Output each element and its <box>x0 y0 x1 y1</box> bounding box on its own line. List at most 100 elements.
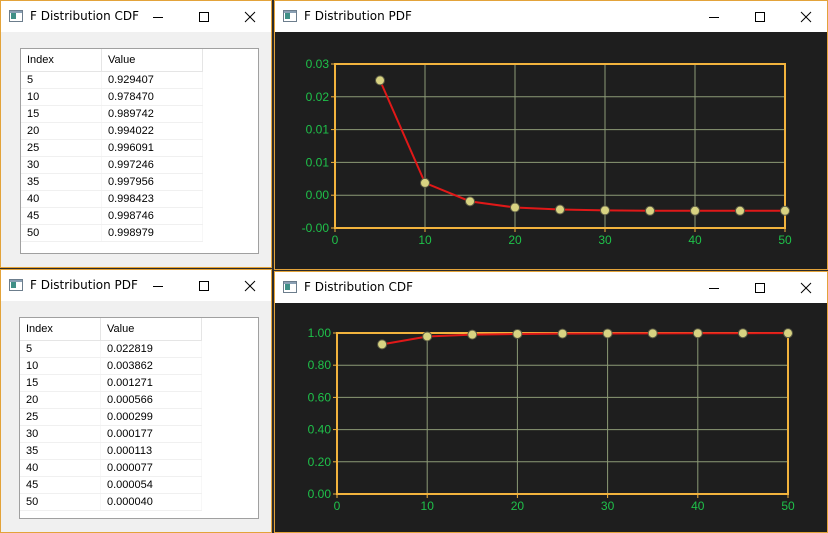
index-cell: 20 <box>20 391 101 409</box>
table-row[interactable]: 15 0.989742 <box>21 105 203 123</box>
data-point <box>600 205 610 216</box>
data-point <box>377 339 388 350</box>
x-tick-label: 40 <box>688 233 702 247</box>
window-title: F Distribution CDF <box>30 9 140 23</box>
title-bar[interactable]: F Distribution CDF <box>1 1 271 32</box>
y-tick-label: 0.01 <box>306 123 330 137</box>
index-cell: 35 <box>21 173 102 191</box>
x-tick-label: 50 <box>778 233 792 247</box>
column-header-value[interactable]: Value <box>100 318 202 341</box>
column-header-value[interactable]: Value <box>101 49 203 72</box>
table-row[interactable]: 20 0.994022 <box>21 122 203 140</box>
cdf-table[interactable]: Index Value 5 0.929407 10 0.978470 15 0.98974… <box>20 48 259 254</box>
value-cell: 0.000077 <box>100 459 202 477</box>
app-icon <box>9 279 23 291</box>
close-icon <box>244 11 256 23</box>
table-row[interactable]: 35 0.000113 <box>20 442 202 460</box>
column-header-index[interactable]: Index <box>21 49 102 72</box>
close-button[interactable] <box>227 270 271 301</box>
table-row[interactable]: 10 0.978470 <box>21 88 203 106</box>
table-row[interactable]: 30 0.997246 <box>21 156 203 174</box>
close-button[interactable] <box>227 1 271 32</box>
index-cell: 15 <box>20 374 101 392</box>
table-row[interactable]: 5 0.022819 <box>20 340 202 358</box>
table-row[interactable]: 50 0.000040 <box>20 493 202 511</box>
minimize-icon <box>153 17 163 18</box>
maximize-button[interactable] <box>181 1 227 32</box>
window-title: F Distribution PDF <box>304 9 412 23</box>
table-row[interactable]: 20 0.000566 <box>20 391 202 409</box>
pdf-line-chart: 0 10 20 30 40 50 -0.00 0.00 0.01 0.01 0.02 0.03 <box>302 57 792 247</box>
data-point <box>647 328 658 339</box>
table-row[interactable]: 35 0.997956 <box>21 173 203 191</box>
table-row[interactable]: 30 0.000177 <box>20 425 202 443</box>
y-tick-label: 0.20 <box>308 455 332 469</box>
y-tick-label: 0.02 <box>306 90 330 104</box>
x-tick-label: 10 <box>418 233 432 247</box>
table-row[interactable]: 25 0.996091 <box>21 139 203 157</box>
pdf-table-window: F Distribution PDF Index Value 5 0.022819… <box>0 269 272 533</box>
pdf-table[interactable]: Index Value 5 0.022819 10 0.003862 15 0.00127… <box>19 317 259 519</box>
minimize-button[interactable] <box>691 272 737 303</box>
table-row[interactable]: 40 0.000077 <box>20 459 202 477</box>
table-row[interactable]: 45 0.998746 <box>21 207 203 225</box>
x-tick-label: 20 <box>508 233 522 247</box>
table-row[interactable]: 15 0.001271 <box>20 374 202 392</box>
data-point <box>645 205 655 216</box>
x-tick-label: 30 <box>598 233 612 247</box>
app-icon <box>9 10 23 22</box>
data-point <box>737 328 748 339</box>
value-cell: 0.929407 <box>101 71 203 89</box>
title-bar[interactable]: F Distribution CDF <box>275 272 827 303</box>
table-row[interactable]: 40 0.998423 <box>21 190 203 208</box>
maximize-button[interactable] <box>181 270 227 301</box>
close-icon <box>800 11 812 23</box>
x-tick-label: 0 <box>334 499 341 513</box>
table-row[interactable]: 50 0.998979 <box>21 224 203 242</box>
index-cell: 35 <box>20 442 101 460</box>
index-cell: 10 <box>21 88 102 106</box>
maximize-button[interactable] <box>737 1 783 32</box>
data-point <box>692 328 703 339</box>
minimize-button[interactable] <box>135 1 181 32</box>
cdf-chart-window: F Distribution CDF 0 10 20 30 40 50 0.00 0.20 0.… <box>274 271 828 533</box>
index-cell: 45 <box>20 476 101 494</box>
value-cell: 0.998979 <box>101 224 203 242</box>
value-cell: 0.998423 <box>101 190 203 208</box>
minimize-button[interactable] <box>135 270 181 301</box>
data-point <box>557 328 568 339</box>
table-row[interactable]: 5 0.929407 <box>21 71 203 89</box>
close-icon <box>244 280 256 292</box>
value-cell: 0.998746 <box>101 207 203 225</box>
title-bar[interactable]: F Distribution PDF <box>1 270 271 301</box>
table-row[interactable]: 10 0.003862 <box>20 357 202 375</box>
value-cell: 0.022819 <box>100 340 202 358</box>
x-tick-label: 30 <box>601 499 615 513</box>
column-header-index[interactable]: Index <box>20 318 101 341</box>
minimize-button[interactable] <box>691 1 737 32</box>
y-tick-label: 0.00 <box>306 188 330 202</box>
data-point <box>467 329 478 340</box>
data-point <box>420 177 430 188</box>
value-cell: 0.003862 <box>100 357 202 375</box>
table-row[interactable]: 45 0.000054 <box>20 476 202 494</box>
cdf-table-window: F Distribution CDF Index Value 5 0.929407… <box>0 0 272 268</box>
index-cell: 30 <box>20 425 101 443</box>
index-cell: 10 <box>20 357 101 375</box>
y-tick-label: 1.00 <box>308 326 332 340</box>
data-point <box>465 196 475 207</box>
table-row[interactable]: 25 0.000299 <box>20 408 202 426</box>
y-tick-label: 0.03 <box>306 57 330 71</box>
index-cell: 30 <box>21 156 102 174</box>
y-tick-label: 0.40 <box>308 423 332 437</box>
minimize-icon <box>709 17 719 18</box>
title-bar[interactable]: F Distribution PDF <box>275 1 827 32</box>
value-cell: 0.978470 <box>101 88 203 106</box>
close-button[interactable] <box>783 272 827 303</box>
maximize-button[interactable] <box>737 272 783 303</box>
y-tick-label: 0.60 <box>308 390 332 404</box>
close-button[interactable] <box>783 1 827 32</box>
index-cell: 40 <box>21 190 102 208</box>
chart-area: 0 10 20 30 40 50 0.00 0.20 0.40 0.60 0.80 1.00 <box>275 303 827 532</box>
data-point <box>510 202 520 213</box>
